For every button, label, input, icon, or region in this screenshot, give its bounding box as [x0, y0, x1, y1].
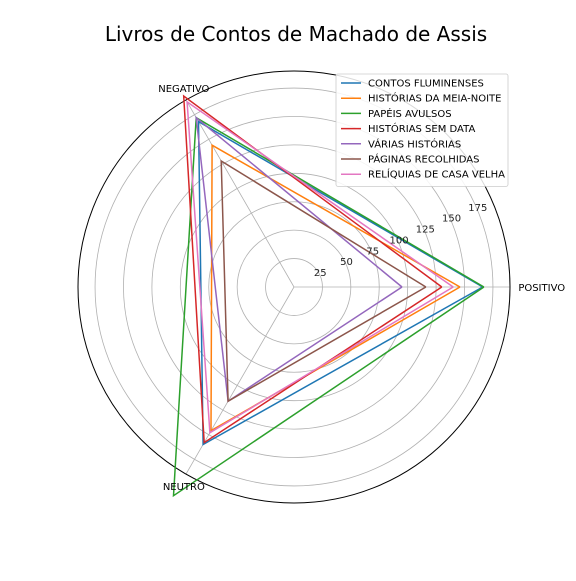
series-line-6: [186, 100, 454, 434]
legend-frame: [335, 73, 509, 187]
tick-label-100: 100: [389, 235, 408, 246]
legend-label-0: CONTOS FLUMINENSES: [368, 79, 484, 90]
legend-label-4: VÁRIAS HISTÓRIAS: [368, 137, 461, 150]
legend-label-3: HISTÓRIAS SEM DATA: [368, 122, 475, 135]
series-line-1: [210, 143, 461, 433]
series-line-0: [197, 120, 484, 446]
series-line-2: [172, 116, 485, 498]
tick-layer: 25 50 75 100 125 150 175: [314, 203, 487, 279]
grid-layer: [77, 70, 511, 504]
axis-label-2: NEUTRO: [163, 482, 205, 493]
grid-spoke-1: [185, 99, 295, 288]
legend-label-6: RELÍQUIAS DE CASA VELHA: [368, 168, 505, 181]
series-layer: [172, 94, 485, 498]
series-line-4: [195, 115, 403, 403]
tick-label-125: 125: [416, 225, 435, 236]
legend: CONTOS FLUMINENSES HISTÓRIAS DA MEIA-NOIT…: [335, 73, 509, 187]
series-line-5: [220, 159, 427, 403]
legend-label-1: HISTÓRIAS DA MEIA-NOITE: [368, 92, 501, 105]
legend-label-5: PÁGINAS RECOLHIDAS: [368, 153, 479, 166]
chart-title: Livros de Contos de Machado de Assis: [105, 22, 487, 46]
axis-label-0: POSITIVO: [518, 283, 565, 294]
tick-label-75: 75: [366, 246, 379, 257]
axis-label-1: NEGATIVO: [158, 84, 209, 95]
tick-label-25: 25: [314, 268, 327, 279]
tick-label-50: 50: [340, 257, 353, 268]
outer-frame: [77, 70, 511, 504]
axis-label-layer: POSITIVO NEGATIVO NEUTRO: [158, 84, 565, 493]
tick-label-150: 150: [442, 214, 461, 225]
legend-label-2: PAPÉIS AVULSOS: [368, 107, 452, 120]
tick-label-175: 175: [468, 203, 487, 214]
